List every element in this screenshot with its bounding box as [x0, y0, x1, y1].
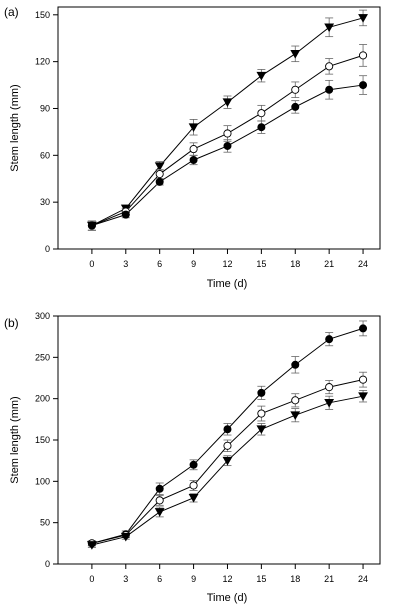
panel-a-series-2-point [291, 85, 300, 94]
panel-b-y-tick-label: 100 [35, 476, 50, 486]
panel-a-x-tick-label: 9 [191, 259, 196, 269]
panel-b-y-tick-label: 200 [35, 394, 50, 404]
panel-a-series-1-point [222, 98, 233, 108]
panel-b-x-tick-label: 9 [191, 574, 196, 584]
panel-b-series-3-point [256, 425, 267, 435]
panel-b-series-1-point [223, 425, 232, 434]
panel-b-series-3-point [324, 398, 335, 408]
panel-b-series-2-point [325, 383, 334, 392]
panel-a-series-1-point [290, 50, 301, 59]
panel-a-series-3-point [325, 85, 334, 94]
panel-a-x-axis-title: Time (d) [207, 278, 248, 290]
panel-b-series-1-line [91, 327, 364, 544]
panel-b-x-tick-label: 0 [89, 574, 94, 584]
panel-b-series-1-point [325, 335, 334, 344]
panel-b-x-tick-label: 15 [256, 574, 266, 584]
panel-a-x-tick-label: 18 [290, 259, 300, 269]
panel-b-series-1 [87, 320, 368, 548]
panel-a-x-tick-label: 24 [358, 259, 368, 269]
panel-a-series-3-point [87, 221, 96, 230]
panel-b-series-1-point [155, 484, 164, 493]
panel-a-series-1-point [256, 71, 267, 81]
panel-b-series-2-point [189, 481, 198, 490]
panel-a-x-tick-label: 15 [256, 259, 266, 269]
panel-b-series-2-point [291, 396, 300, 405]
panel-a-y-tick-label: 0 [45, 244, 50, 254]
panel-a-series-1-point [188, 123, 199, 133]
panel-b-series-3-point [222, 456, 233, 466]
panel-a-plot-frame [57, 6, 381, 250]
panel-b-y-tick-label: 0 [45, 559, 50, 569]
panel-b-series-3-point [120, 532, 131, 542]
panel-b-series-2-point [223, 441, 232, 450]
panel-a-x-tick-label: 12 [222, 259, 232, 269]
panel-a-series-2-point [359, 51, 368, 60]
panel-b-series-1-point [291, 360, 300, 369]
panel-a-y-tick-label: 30 [40, 197, 50, 207]
panel-b-label: (b) [4, 316, 19, 330]
panel-a-series-2-point [155, 170, 164, 179]
panel-a-y-axis-title: Stem length (mm) [9, 84, 21, 171]
panel-a-series-3-point [223, 141, 232, 150]
panel-a-x-tick-label: 0 [89, 259, 94, 269]
panel-a-series-1-line [91, 17, 364, 227]
panel-b-y-axis-title: Stem length (mm) [9, 396, 21, 483]
panel-b-series-3-point [154, 508, 165, 517]
panel-a-series-2-point [325, 62, 334, 71]
panel-b-series-3-line [91, 395, 364, 546]
panel-b-y-tick-label: 300 [35, 311, 50, 321]
panel-a-series-2-point [189, 145, 198, 154]
panel-a-x-tick-label: 21 [324, 259, 334, 269]
panel-a-series-2-point [223, 129, 232, 138]
panel-a-series-3-point [189, 156, 198, 165]
panel-b-series-2-point [359, 375, 368, 384]
panel-b-x-axis-title: Time (d) [207, 592, 248, 604]
panel-b-x-tick-label: 18 [290, 574, 300, 584]
panel-b-series-2-point [257, 409, 266, 418]
panel-b-x-tick-label: 21 [324, 574, 334, 584]
panel-b-x-tick-label: 3 [123, 574, 128, 584]
panel-b-y-tick-label: 250 [35, 352, 50, 362]
panel-a-series-3-point [359, 81, 368, 90]
panel-a-series-1-point [358, 14, 368, 23]
panel-b-series-1-point [359, 324, 368, 333]
panel-a-y-tick-label: 60 [40, 150, 50, 160]
panel-a-label: (a) [4, 5, 19, 19]
panel-b-x-tick-label: 12 [222, 574, 232, 584]
panel-a-y-tick-label: 150 [35, 10, 50, 20]
panel-a-series-3-point [257, 123, 266, 132]
panel-b-series-3-point [188, 494, 199, 503]
panel-b-plot-frame [57, 315, 381, 565]
panel-a-series-3-point [121, 210, 130, 219]
panel-a-series-1 [86, 9, 368, 231]
panel-b-series-3-point [358, 392, 368, 401]
panel-b-y-tick-label: 150 [35, 435, 50, 445]
panel-b-series-1-point [257, 388, 266, 397]
panel-a-series-3-point [291, 102, 300, 111]
panel-a-x-tick-label: 6 [157, 259, 162, 269]
panel-a-series-2-point [257, 109, 266, 118]
panel-a-y-tick-label: 120 [35, 57, 50, 67]
panel-a-series-1-point [154, 162, 165, 172]
panel-a-x-tick-label: 3 [123, 259, 128, 269]
panel-b-series-2-point [155, 496, 164, 505]
panel-b-series-3-point [290, 411, 301, 420]
panel-a-y-tick-label: 90 [40, 103, 50, 113]
panel-a-chart: (a) Stem length (mm) Time (d) 0306090120… [4, 5, 381, 290]
panel-a-series-3 [87, 75, 368, 231]
panel-b-series-1-point [189, 460, 198, 469]
panel-b-series-3 [86, 389, 368, 550]
panel-b-x-tick-label: 24 [358, 574, 368, 584]
panel-b-chart: (b) Stem length (mm) Time (d) 0501001502… [4, 311, 381, 604]
panel-b-x-tick-label: 6 [157, 574, 162, 584]
panel-b-series-3-point [86, 541, 97, 550]
panel-a-series-2 [87, 44, 368, 231]
panel-a-series-3-point [155, 177, 164, 186]
panel-a-series-1-point [324, 23, 335, 33]
panel-b-y-tick-label: 50 [40, 518, 50, 528]
